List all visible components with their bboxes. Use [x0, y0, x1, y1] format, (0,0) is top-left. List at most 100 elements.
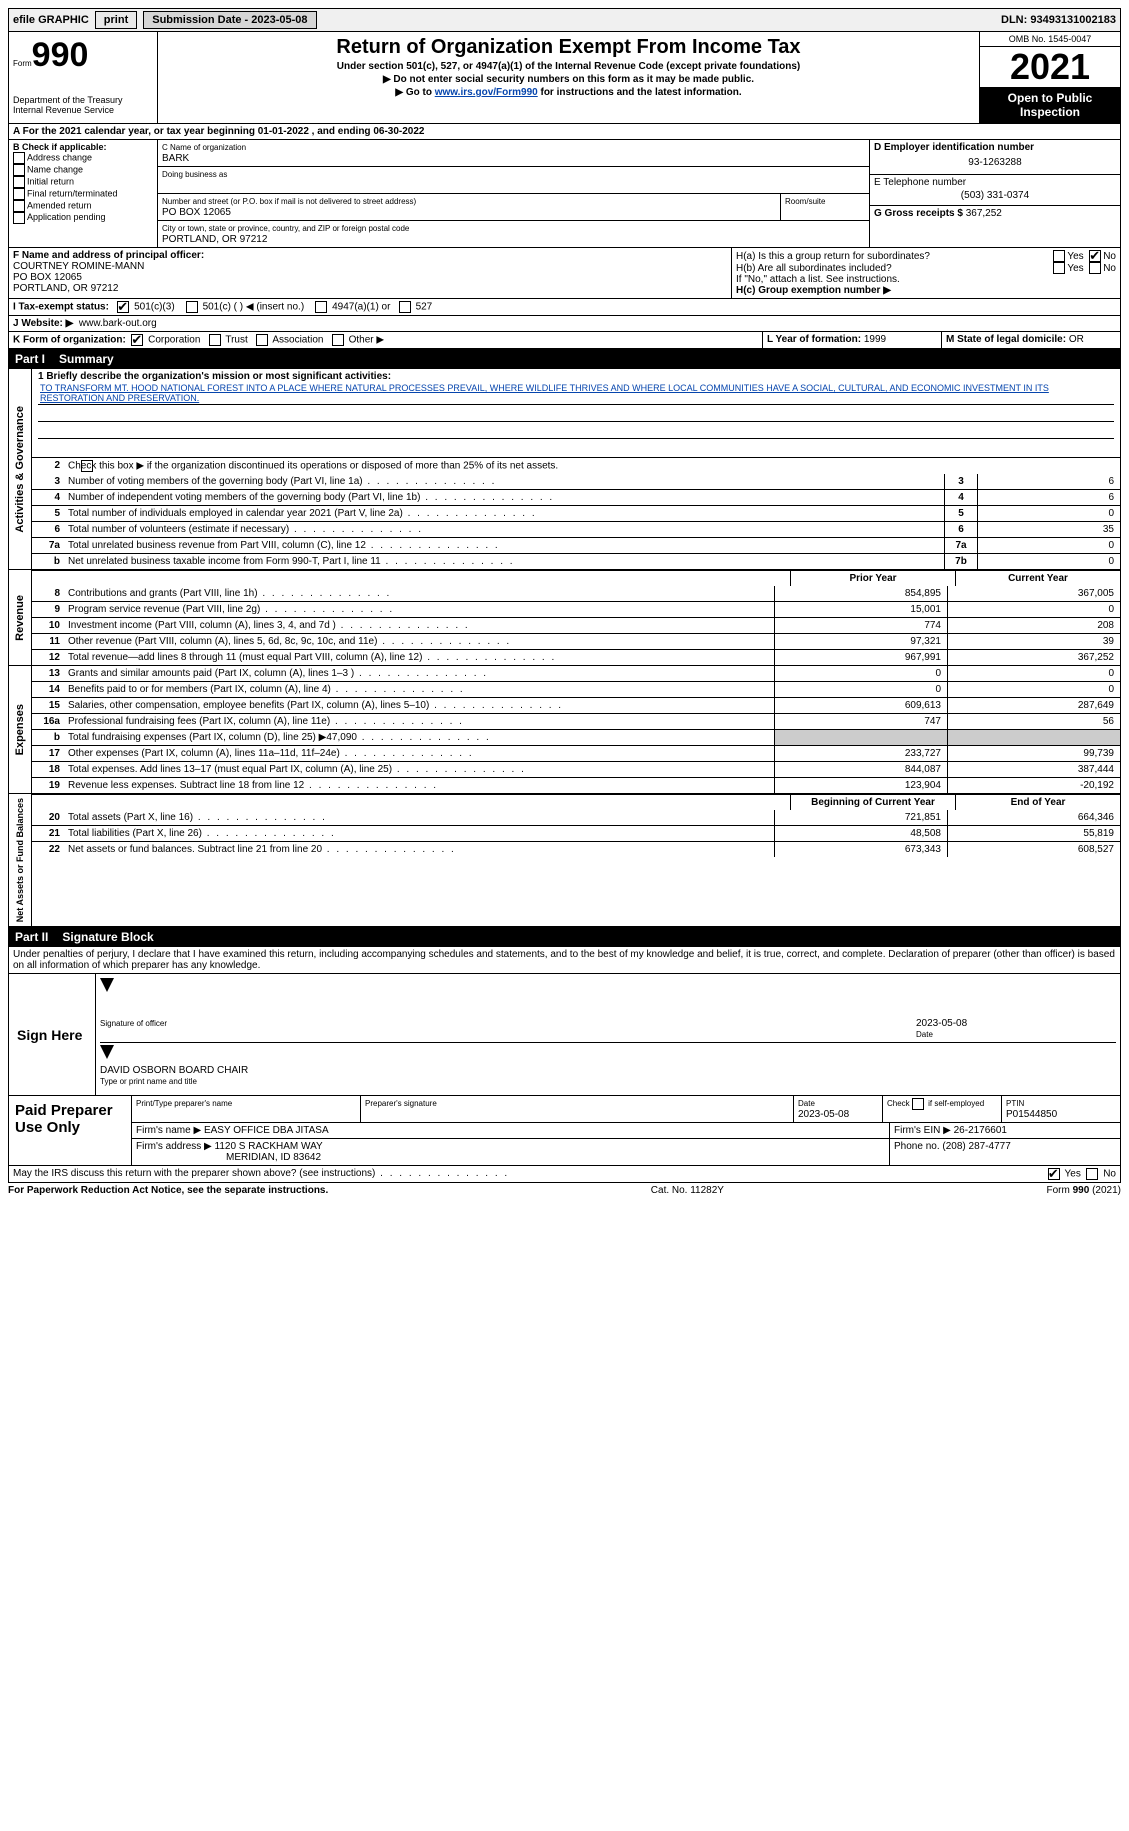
checkbox-ha-no[interactable]: [1089, 250, 1101, 262]
table-row: 17Other expenses (Part IX, column (A), l…: [32, 745, 1120, 761]
box-j: J Website: ▶ www.bark-out.org: [8, 316, 1121, 332]
checkbox-initial-return[interactable]: [13, 176, 25, 188]
table-row: 14Benefits paid to or for members (Part …: [32, 681, 1120, 697]
checkbox-discuss-no[interactable]: [1086, 1168, 1098, 1180]
side-net: Net Assets or Fund Balances: [13, 794, 27, 926]
discuss-row: May the IRS discuss this return with the…: [8, 1166, 1121, 1183]
perjury-declaration: Under penalties of perjury, I declare th…: [8, 947, 1121, 974]
table-row: 18Total expenses. Add lines 13–17 (must …: [32, 761, 1120, 777]
form-subtitle: Under section 501(c), 527, or 4947(a)(1)…: [166, 61, 971, 72]
officer-block: F Name and address of principal officer:…: [8, 248, 1121, 299]
checkbox-address-change[interactable]: [13, 152, 25, 164]
open-inspection: Open to Public Inspection: [980, 87, 1120, 123]
part1-header: Part I Summary: [8, 349, 1121, 369]
irs-link[interactable]: www.irs.gov/Form990: [435, 87, 538, 98]
ein: 93-1263288: [874, 153, 1116, 172]
table-row: 9Program service revenue (Part VIII, lin…: [32, 601, 1120, 617]
phone: (503) 331-0374: [874, 188, 1116, 203]
form-note2: ▶ Go to www.irs.gov/Form990 for instruct…: [166, 87, 971, 98]
line-a: A For the 2021 calendar year, or tax yea…: [8, 124, 1121, 140]
page-footer: For Paperwork Reduction Act Notice, see …: [8, 1183, 1121, 1198]
omb-label: OMB No. 1545-0047: [980, 32, 1120, 47]
table-row: 15Salaries, other compensation, employee…: [32, 697, 1120, 713]
table-row: 11Other revenue (Part VIII, column (A), …: [32, 633, 1120, 649]
checkbox-corp[interactable]: [131, 334, 143, 346]
form-id-box: Form990 Department of the Treasury Inter…: [9, 32, 158, 123]
checkbox-ha-yes[interactable]: [1053, 250, 1065, 262]
mission: TO TRANSFORM MT. HOOD NATIONAL FOREST IN…: [38, 382, 1114, 405]
table-row: 21Total liabilities (Part X, line 26)48,…: [32, 825, 1120, 841]
section-net-assets: Net Assets or Fund Balances Beginning of…: [8, 794, 1121, 927]
form-number: 990: [32, 36, 89, 74]
checkbox-hb-yes[interactable]: [1053, 262, 1065, 274]
checkbox-hb-no[interactable]: [1089, 262, 1101, 274]
table-row: bNet unrelated business taxable income f…: [32, 553, 1120, 569]
firm-name: EASY OFFICE DBA JITASA: [204, 1125, 329, 1136]
dln-label: DLN: 93493131002183: [1001, 14, 1116, 26]
year-box: OMB No. 1545-0047 2021 Open to Public In…: [980, 32, 1120, 123]
table-row: 20Total assets (Part X, line 16)721,8516…: [32, 810, 1120, 825]
checkbox-name-change[interactable]: [13, 164, 25, 176]
table-row: 13Grants and similar amounts paid (Part …: [32, 666, 1120, 681]
form-header: Form990 Department of the Treasury Inter…: [8, 32, 1121, 124]
form-title: Return of Organization Exempt From Incom…: [166, 36, 971, 59]
table-row: 12Total revenue—add lines 8 through 11 (…: [32, 649, 1120, 665]
section-governance: Activities & Governance 1 Briefly descri…: [8, 369, 1121, 570]
table-row: 6Total number of volunteers (estimate if…: [32, 521, 1120, 537]
gross-receipts: 367,252: [966, 208, 1002, 219]
paid-preparer-block: Paid Preparer Use Only Print/Type prepar…: [8, 1096, 1121, 1166]
arrow-icon: [100, 1045, 114, 1065]
box-klm: K Form of organization: Corporation Trus…: [8, 332, 1121, 349]
side-expenses: Expenses: [12, 700, 28, 759]
table-row: 19Revenue less expenses. Subtract line 1…: [32, 777, 1120, 793]
officer-name: DAVID OSBORN BOARD CHAIR: [100, 1065, 248, 1076]
box-deg: D Employer identification number 93-1263…: [870, 140, 1120, 247]
table-row: 22Net assets or fund balances. Subtract …: [32, 841, 1120, 857]
checkbox-other[interactable]: [332, 334, 344, 346]
table-row: 7aTotal unrelated business revenue from …: [32, 537, 1120, 553]
entity-block: B Check if applicable: Address change Na…: [8, 140, 1121, 248]
print-button[interactable]: print: [95, 11, 137, 29]
org-street: PO BOX 12065: [162, 207, 231, 218]
checkbox-amended[interactable]: [13, 200, 25, 212]
form-note1: ▶ Do not enter social security numbers o…: [166, 74, 971, 85]
checkbox-discuss-yes[interactable]: [1048, 1168, 1060, 1180]
table-row: bTotal fundraising expenses (Part IX, co…: [32, 729, 1120, 745]
checkbox-trust[interactable]: [209, 334, 221, 346]
table-row: 4Number of independent voting members of…: [32, 489, 1120, 505]
section-expenses: Expenses 13Grants and similar amounts pa…: [8, 666, 1121, 794]
table-row: 10Investment income (Part VIII, column (…: [32, 617, 1120, 633]
checkbox-501c[interactable]: [186, 301, 198, 313]
table-row: 3Number of voting members of the governi…: [32, 474, 1120, 489]
checkbox-527[interactable]: [399, 301, 411, 313]
box-c: C Name of organization BARK Doing busine…: [158, 140, 870, 247]
checkbox-501c3[interactable]: [117, 301, 129, 313]
tax-year: 2021: [980, 47, 1120, 87]
side-governance: Activities & Governance: [12, 402, 28, 537]
org-name: BARK: [162, 153, 189, 164]
sign-here-block: Sign Here Signature of officer 2023-05-0…: [8, 974, 1121, 1096]
org-city: PORTLAND, OR 97212: [162, 234, 267, 245]
arrow-icon: [100, 978, 114, 1018]
table-row: 8Contributions and grants (Part VIII, li…: [32, 586, 1120, 601]
box-b: B Check if applicable: Address change Na…: [9, 140, 158, 247]
checkbox-discontinued[interactable]: [81, 460, 93, 472]
checkbox-assoc[interactable]: [256, 334, 268, 346]
form-title-box: Return of Organization Exempt From Incom…: [158, 32, 980, 123]
website: www.bark-out.org: [79, 318, 157, 329]
dept-label: Department of the Treasury Internal Reve…: [13, 95, 153, 115]
box-h: H(a) Is this a group return for subordin…: [732, 248, 1120, 298]
side-revenue: Revenue: [12, 591, 28, 645]
checkbox-pending[interactable]: [13, 212, 25, 224]
table-row: 16aProfessional fundraising fees (Part I…: [32, 713, 1120, 729]
box-i: I Tax-exempt status: 501(c)(3) 501(c) ( …: [8, 299, 1121, 316]
checkbox-4947[interactable]: [315, 301, 327, 313]
box-f: F Name and address of principal officer:…: [9, 248, 732, 298]
checkbox-final-return[interactable]: [13, 188, 25, 200]
efile-label: efile GRAPHIC: [13, 14, 89, 26]
section-revenue: Revenue Prior YearCurrent Year 8Contribu…: [8, 570, 1121, 666]
table-row: 5Total number of individuals employed in…: [32, 505, 1120, 521]
checkbox-self-employed[interactable]: [912, 1098, 924, 1110]
part2-header: Part II Signature Block: [8, 927, 1121, 947]
topbar: efile GRAPHIC print Submission Date - 20…: [8, 8, 1121, 32]
